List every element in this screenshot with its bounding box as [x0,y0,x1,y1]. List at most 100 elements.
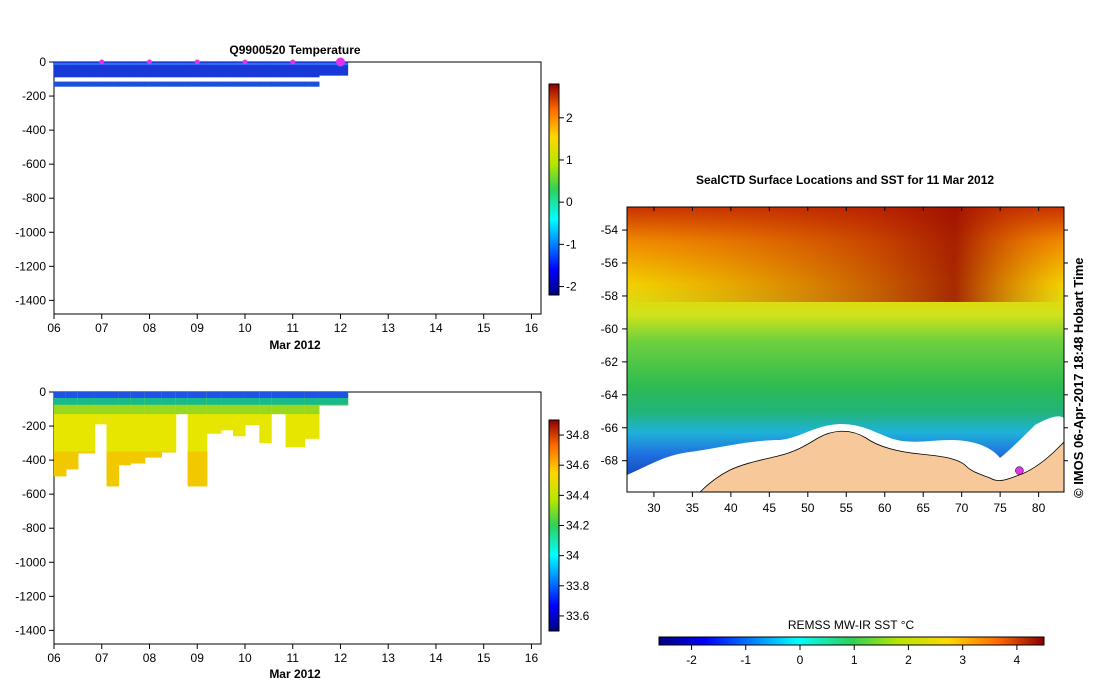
salinity-surface-layer [94,392,108,398]
map-x-tick-label: 50 [801,501,815,515]
x-tick-label: 09 [191,321,205,335]
y-tick-label: -200 [22,89,46,103]
temperature-colorbar-ticks: -2 -1 0 1 2 [559,111,577,294]
temperature-warm-layer [54,81,67,87]
temperature-warm-layer [118,81,131,87]
salinity-xlabel: Mar 2012 [269,667,321,681]
x-tick-label: 06 [47,321,61,335]
y-tick-label: -400 [22,123,46,137]
salinity-surface-layer [65,392,79,398]
x-tick-label: 06 [47,651,61,665]
temperature-surface-layer [221,62,234,78]
y-tick-label: -1000 [15,555,46,569]
temperature-surface-layer [271,62,287,78]
salinity-deep-layer [161,451,177,453]
temperature-warm-layer [233,81,246,87]
salinity-deep-layer [65,451,79,470]
map-x-tick-label: 55 [840,501,854,515]
sst-map-panel: SealCTD Surface Locations and SST for 11… [601,173,1068,667]
sst-colorbar-tick-label: 0 [797,653,804,667]
salinity-surface-layer [175,392,189,398]
y-tick-label: -1200 [15,589,46,603]
temperature-warm-layer [206,81,222,87]
salinity-surface-layer [233,392,246,398]
temperature-mixed-layer [161,62,177,66]
colorbar-tick-label: -1 [566,237,577,251]
x-tick-label: 11 [286,321,299,335]
temperature-surface-layer [304,62,320,78]
salinity-surface-layer [259,392,272,398]
sst-map-x-ticks: 30 35 40 45 50 55 60 65 70 75 80 [647,207,1046,515]
x-tick-label: 15 [477,651,491,665]
colorbar-tick-label: 34.2 [566,519,590,533]
temperature-surface-layer [77,62,96,78]
sst-colorbar [658,636,1045,646]
temperature-warm-layer [144,81,162,87]
temperature-surface-layer [285,62,306,78]
x-tick-label: 08 [143,321,157,335]
salinity-deep-layer [130,451,146,464]
temperature-surface-layer [106,62,119,78]
temperature-warm-layer [130,81,146,87]
temperature-mixed-layer [144,62,162,66]
temperature-mixed-layer [259,62,272,66]
sst-colorbar-tick-label: -1 [740,653,751,667]
map-x-tick-label: 35 [686,501,700,515]
salinity-surface-layer [106,392,119,398]
x-tick-label: 07 [95,651,109,665]
map-x-tick-label: 30 [647,501,661,515]
colorbar-tick-label: 2 [566,111,573,125]
temperature-warm-layer [187,81,208,87]
temperature-surface-layer [233,62,246,78]
temperature-surface-layer [175,62,189,78]
temperature-surface-markers [99,57,345,67]
temperature-surface-layer [130,62,146,78]
sst-warm-band [627,207,1064,302]
temperature-surface-layer [187,62,208,78]
salinity-deep-layer [106,451,119,487]
salinity-surface-layer [54,392,67,398]
salinity-surface-layer [221,392,234,398]
map-x-tick-label: 75 [993,501,1007,515]
sst-field [627,207,1064,492]
temperature-warm-layer [271,81,287,87]
temperature-warm-layer [175,81,189,87]
x-tick-label: 10 [238,651,252,665]
surface-location-marker [335,57,345,67]
surface-location-marker [290,59,296,65]
salinity-surface-layer [304,392,320,398]
y-tick-label: -200 [22,419,46,433]
sst-colorbar-ticks: -2 -1 0 1 2 3 4 [686,645,1021,667]
y-tick-label: -600 [22,487,46,501]
salinity-deep-layer [118,451,131,466]
temperature-mixed-layer [285,62,306,66]
salinity-panel: 06 07 08 09 10 11 12 13 14 15 16 0 -200 -400 -600 -800… [15,385,589,681]
map-y-tick-label: -62 [601,355,619,369]
sst-colorbar-tick-label: 2 [905,653,912,667]
temperature-mixed-layer [318,62,349,66]
temperature-profiles [54,62,349,87]
temperature-warm-layer [259,81,272,87]
map-x-tick-label: 40 [724,501,738,515]
salinity-surface-layer [285,392,306,398]
salinity-surface-layer [187,392,208,398]
y-tick-label: -800 [22,191,46,205]
y-tick-label: 0 [39,385,46,399]
map-x-tick-label: 70 [955,501,969,515]
colorbar-tick-label: 0 [566,195,573,209]
x-tick-label: 16 [525,321,539,335]
salinity-surface-layer [118,392,131,398]
temperature-surface-layer [206,62,222,78]
temperature-mixed-layer [271,62,287,66]
sst-map-title: SealCTD Surface Locations and SST for 11… [696,173,994,187]
map-y-tick-label: -66 [601,421,619,435]
salinity-colorbar [548,419,560,632]
y-tick-label: -400 [22,453,46,467]
x-tick-label: 10 [238,321,252,335]
salinity-surface-layer [206,392,222,398]
salinity-surface-layer [161,392,177,398]
x-tick-label: 12 [334,321,348,335]
temperature-warm-layer [221,81,234,87]
temperature-mixed-layer [221,62,234,66]
temperature-surface-layer [65,62,79,78]
